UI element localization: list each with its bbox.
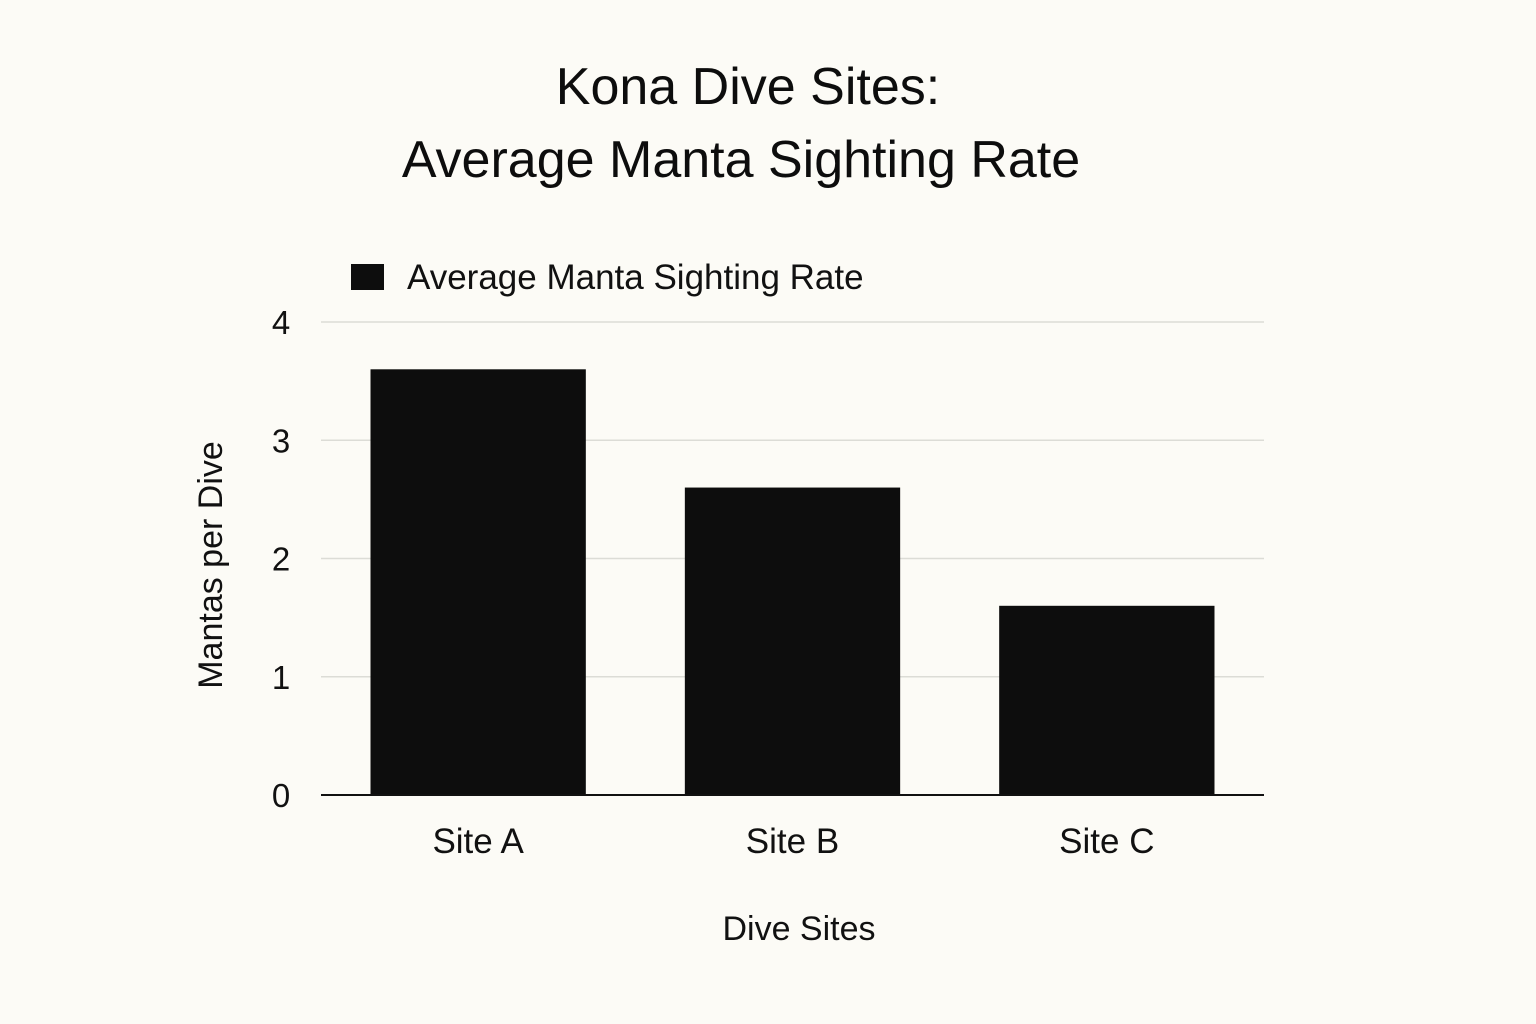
y-axis-ticks: 0 1 2 3 4 (272, 304, 290, 814)
x-tick-label-site-a: Site A (432, 822, 524, 861)
y-tick-label-3: 3 (272, 422, 290, 459)
chart-title-line-2: Average Manta Sighting Rate (402, 131, 1080, 189)
x-tick-label-site-b: Site B (746, 822, 839, 861)
y-tick-label-2: 2 (272, 541, 290, 578)
y-tick-label-4: 4 (272, 304, 290, 341)
legend-label: Average Manta Sighting Rate (407, 258, 864, 297)
bar-site-c (999, 605, 1215, 795)
y-axis-title: Mantas per Dive (192, 441, 230, 689)
x-axis-ticks: Site A Site B Site C (432, 822, 1154, 861)
y-tick-label-1: 1 (272, 659, 290, 696)
bar-site-b (684, 487, 901, 795)
legend-swatch (351, 264, 384, 290)
legend: Average Manta Sighting Rate (351, 258, 864, 297)
x-axis-title: Dive Sites (722, 910, 875, 948)
bar-site-a (370, 369, 586, 795)
x-tick-label-site-c: Site C (1059, 822, 1154, 861)
y-tick-label-0: 0 (272, 777, 290, 814)
chart-title-line-1: Kona Dive Sites: (556, 58, 940, 116)
bars (370, 369, 1215, 795)
